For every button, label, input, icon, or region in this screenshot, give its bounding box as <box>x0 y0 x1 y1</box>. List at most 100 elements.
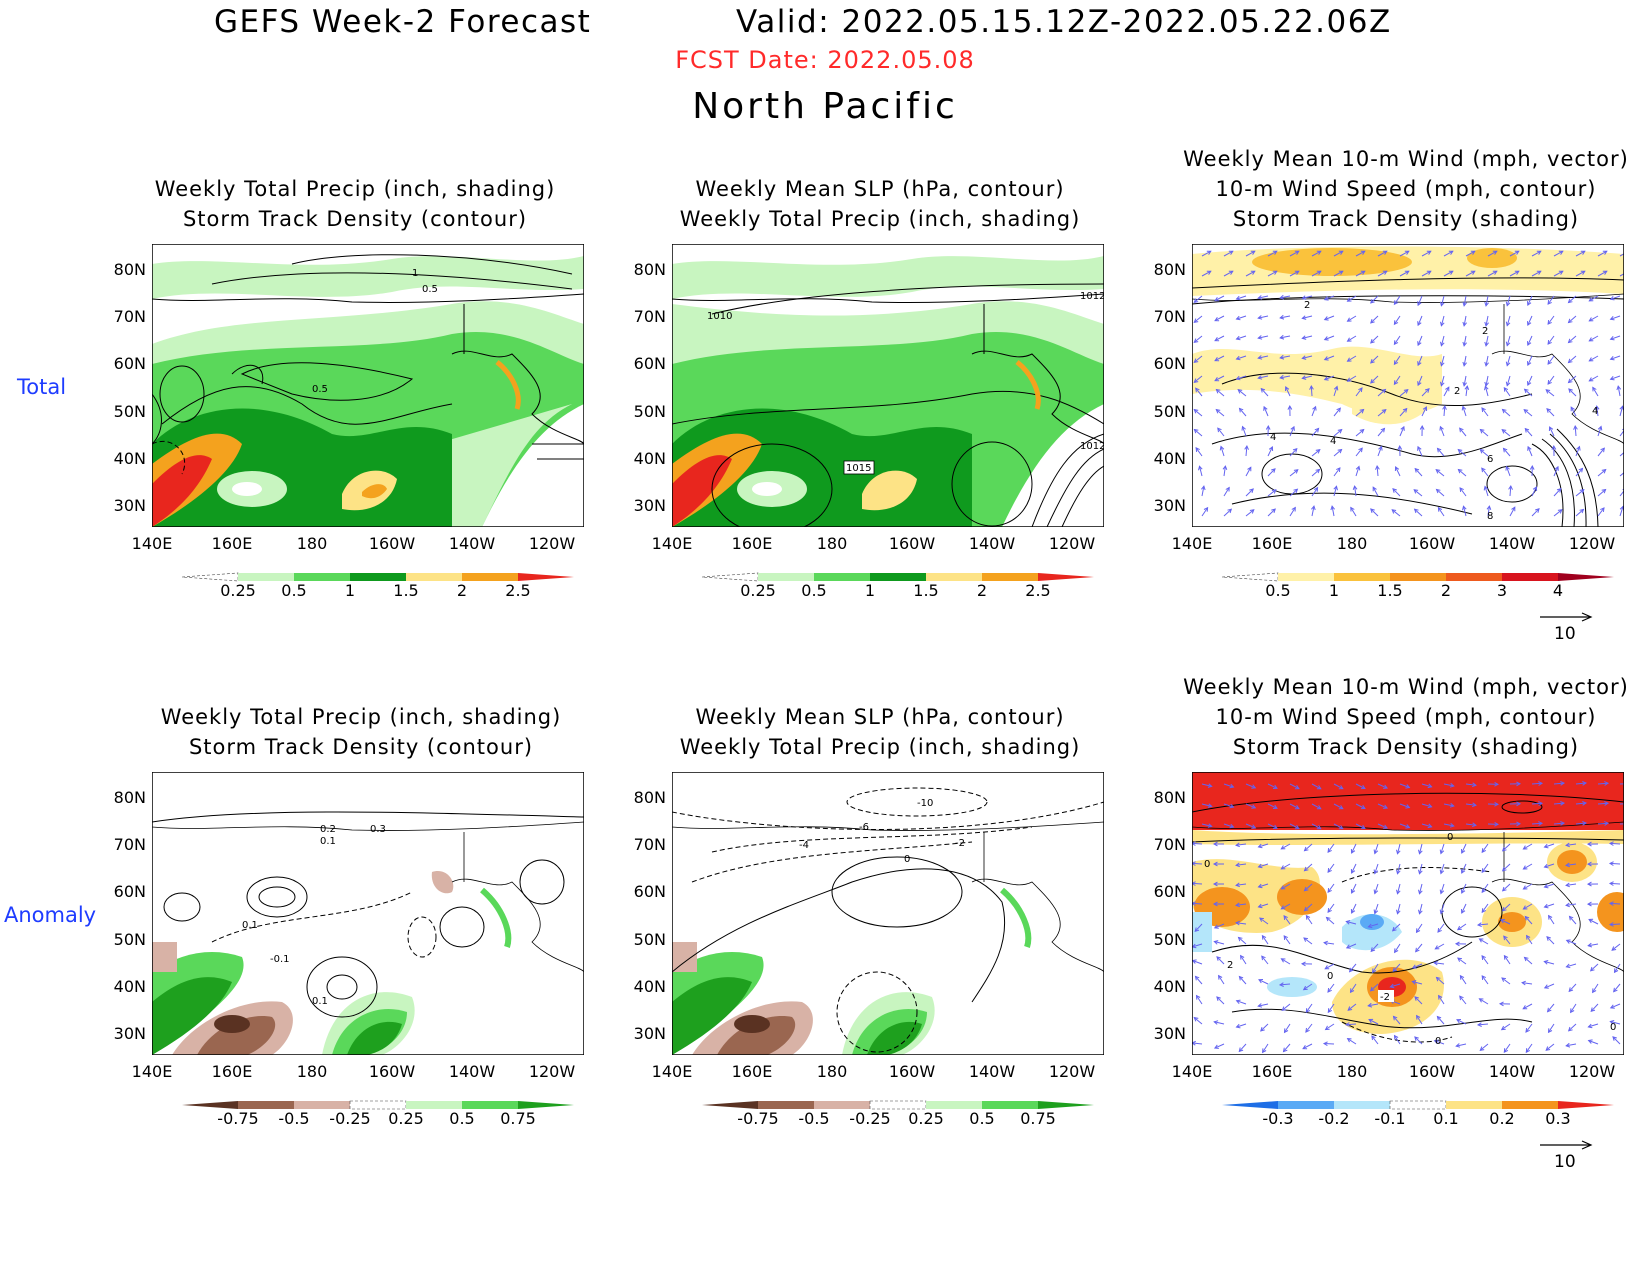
wind-vector-head <box>1324 1025 1330 1031</box>
wind-vector-head <box>1501 866 1507 872</box>
wind-vector <box>1506 315 1511 326</box>
wind-vector <box>1199 466 1203 477</box>
wind-vector-head <box>1393 1034 1399 1040</box>
wind-vector <box>1331 506 1335 517</box>
wind-vector <box>1327 863 1335 873</box>
wind-vector-head <box>1330 505 1335 511</box>
wind-vector <box>1377 803 1388 809</box>
wind-vector <box>1574 425 1577 437</box>
colorbar-swatch <box>350 573 406 581</box>
colorbar-swatch <box>238 573 294 581</box>
wind-vector-head <box>1503 954 1509 960</box>
wind-vector-head <box>1206 250 1212 255</box>
wind-vector <box>1588 943 1599 947</box>
panel3-title: Weekly Mean 10-m Wind (mph, vector) 10-m… <box>1162 144 1650 234</box>
wind-vector-head <box>1250 250 1256 255</box>
wind-vector <box>1575 250 1586 257</box>
wind-vector <box>1575 489 1585 497</box>
wind-vector <box>1370 375 1379 384</box>
wind-vector <box>1506 466 1511 477</box>
wind-vector <box>1440 883 1445 894</box>
wind-vector <box>1479 449 1489 457</box>
wind-vector <box>1575 782 1587 785</box>
wind-vector-head <box>1602 270 1608 275</box>
wind-vector-head <box>1616 385 1622 391</box>
wind-vector <box>1524 916 1533 925</box>
wind-vector-head <box>1323 296 1329 301</box>
wind-vector-head <box>1479 448 1485 454</box>
wind-vector <box>1259 917 1269 925</box>
panel4-title: Weekly Total Precip (inch, shading) Stor… <box>136 702 586 762</box>
wind-vector-head <box>1272 250 1278 255</box>
wind-vector <box>1609 902 1621 905</box>
wind-vector-head <box>1302 1045 1308 1050</box>
wind-vector-head <box>1527 445 1532 451</box>
lon-tick-label: 160E <box>1251 534 1293 553</box>
wind-vector <box>1324 335 1335 341</box>
wind-vector <box>1569 916 1577 925</box>
panel3-title-line1: Weekly Mean 10-m Wind (mph, vector) <box>1183 147 1629 171</box>
wind-vector-head <box>1546 408 1552 413</box>
wind-vector <box>1370 295 1379 304</box>
wind-vector-head <box>1461 868 1466 874</box>
wind-vector-head <box>1484 341 1489 347</box>
panel6-contour-label: 0 <box>1435 1036 1441 1047</box>
wind-vector-head <box>1514 250 1520 255</box>
wind-vector-head <box>1235 882 1240 888</box>
wind-vector-head <box>1522 1005 1528 1010</box>
wind-vector <box>1463 506 1467 517</box>
model-title: GEFS Week-2 Forecast <box>214 4 592 40</box>
wind-vector-head <box>1588 317 1594 322</box>
wind-vector-head <box>1523 409 1529 414</box>
wind-vector-head <box>1257 1003 1263 1008</box>
wind-vector-head <box>1440 341 1445 347</box>
wind-vector <box>1527 446 1533 457</box>
wind-vector <box>1440 355 1445 366</box>
wind-vector <box>1589 375 1599 382</box>
wind-vector <box>1280 295 1291 299</box>
panel2-title: Weekly Mean SLP (hPa, contour) Weekly To… <box>650 174 1110 234</box>
lon-tick-label: 140E <box>651 534 693 553</box>
panel5-contour-label: 0 <box>904 854 910 865</box>
wind-vector-head <box>1543 883 1549 889</box>
colorbar-swatch <box>702 1101 758 1109</box>
wind-vector <box>1245 488 1254 497</box>
wind-vector-head <box>1305 1027 1310 1033</box>
wind-vector <box>1502 843 1511 852</box>
wind-vector-head <box>1301 375 1307 380</box>
wind-vector-head <box>1383 824 1389 829</box>
wind-vector <box>1479 1043 1489 1051</box>
wind-vector-head <box>1283 935 1289 940</box>
wind-vector <box>1192 902 1203 905</box>
wind-vector-head <box>1604 781 1610 786</box>
wind-vector-head <box>1538 821 1544 826</box>
wind-vector <box>1566 843 1577 846</box>
wind-vector <box>1590 963 1599 972</box>
wind-vector <box>1305 1003 1313 1013</box>
wind-vector-head <box>1372 486 1377 492</box>
wind-vector <box>1421 388 1430 397</box>
wind-vector <box>1280 375 1291 379</box>
wind-vector <box>1417 315 1423 326</box>
wind-vector <box>1368 1003 1379 1007</box>
wind-vector <box>1289 469 1299 477</box>
wind-vector-head <box>1402 407 1408 413</box>
wind-vector <box>1245 467 1252 477</box>
wind-vector-head <box>1235 1023 1241 1029</box>
wind-vector-head <box>1359 408 1365 414</box>
wind-vector <box>1456 1043 1467 1047</box>
wind-vector <box>1347 375 1357 382</box>
wind-vector <box>1619 253 1624 257</box>
wind-vector <box>1568 335 1577 343</box>
wind-vector-head <box>1260 1026 1265 1032</box>
lat-tick-label: 80N <box>1153 788 1186 807</box>
wind-vector-head <box>1516 821 1522 827</box>
wind-vector <box>1347 335 1357 342</box>
wind-vector-head <box>1426 270 1432 275</box>
wind-vector <box>1619 273 1624 277</box>
wind-vector <box>1597 447 1605 457</box>
wind-vector <box>1461 843 1467 854</box>
wind-vector-head <box>1514 270 1520 275</box>
wind-vector-head <box>1193 318 1199 323</box>
colorbar-tick: 0.5 <box>281 581 307 600</box>
